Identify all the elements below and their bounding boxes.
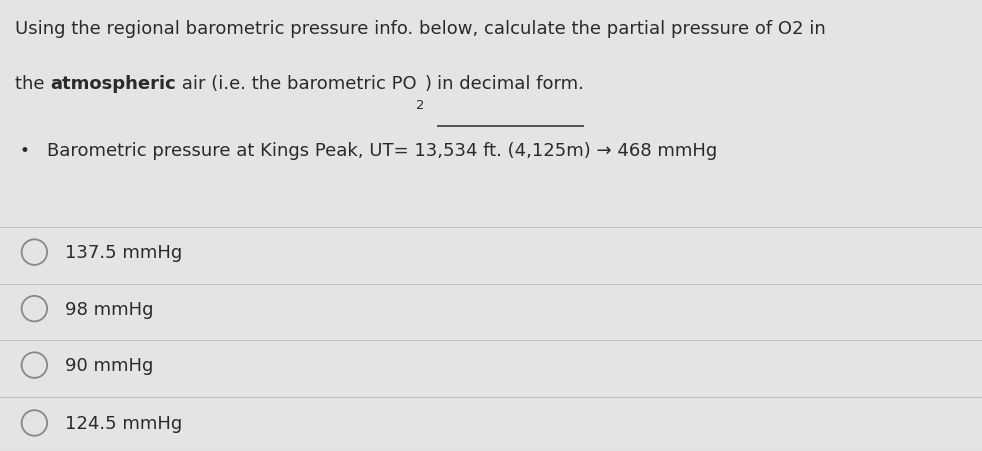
Text: Using the regional barometric pressure info. below, calculate the partial pressu: Using the regional barometric pressure i…: [15, 20, 826, 38]
Text: •: •: [20, 142, 29, 160]
Text: air (i.e. the barometric PO: air (i.e. the barometric PO: [176, 74, 416, 92]
Text: 137.5 mmHg: 137.5 mmHg: [65, 244, 182, 262]
Text: in decimal form.: in decimal form.: [437, 74, 584, 92]
Text: 124.5 mmHg: 124.5 mmHg: [65, 414, 182, 432]
Text: the: the: [15, 74, 50, 92]
Text: 90 mmHg: 90 mmHg: [65, 356, 153, 374]
Text: Barometric pressure at Kings Peak, UT= 13,534 ft. (4,125m) → 468 mmHg: Barometric pressure at Kings Peak, UT= 1…: [47, 142, 718, 160]
Text: atmospheric: atmospheric: [50, 74, 176, 92]
Text: 98 mmHg: 98 mmHg: [65, 300, 153, 318]
Text: ): ): [424, 74, 437, 92]
Text: 2: 2: [416, 99, 424, 112]
